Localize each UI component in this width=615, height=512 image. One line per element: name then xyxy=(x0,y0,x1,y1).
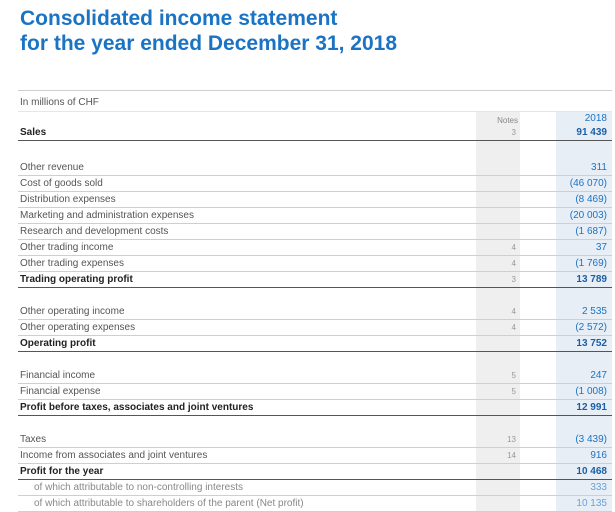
statement-row: Research and development costs (1 687) xyxy=(18,224,612,240)
row-value: 333 xyxy=(590,482,607,493)
year-column-header: 2018 xyxy=(584,113,607,124)
statement-row: Financial expense 5 (1 008) xyxy=(18,384,612,400)
row-note: 4 xyxy=(511,307,516,316)
row-value: 916 xyxy=(590,450,607,461)
statement-row: Distribution expenses (8 469) xyxy=(18,192,612,208)
statement-row: Income from associates and joint venture… xyxy=(18,448,612,464)
row-label: Other operating expenses xyxy=(20,322,136,333)
statement-row: Marketing and administration expenses (20… xyxy=(18,208,612,224)
row-label: Trading operating profit xyxy=(20,274,133,285)
row-label: Profit before taxes, associates and join… xyxy=(20,402,254,413)
row-note: 3 xyxy=(511,275,516,284)
row-value: (2 572) xyxy=(575,322,607,333)
row-label: Other trading expenses xyxy=(20,258,124,269)
statement-row: Other operating income 4 2 535 xyxy=(18,304,612,320)
units-label: In millions of CHF xyxy=(20,97,99,108)
row-label: Taxes xyxy=(20,434,47,445)
row-note: 4 xyxy=(511,259,516,268)
row-value: 91 439 xyxy=(576,127,607,138)
value-column-band xyxy=(556,112,612,512)
row-label: Other revenue xyxy=(20,162,84,173)
row-value: (46 070) xyxy=(569,178,607,189)
row-value: (1 687) xyxy=(575,226,607,237)
row-label: Research and development costs xyxy=(20,226,169,237)
row-value: 13 789 xyxy=(576,274,607,285)
row-label: Marketing and administration expenses xyxy=(20,210,194,221)
notes-column-band xyxy=(476,112,520,512)
statement-row: Other trading income 4 37 xyxy=(18,240,612,256)
row-value: 311 xyxy=(591,162,607,173)
row-value: (1 008) xyxy=(575,386,607,397)
row-note: 4 xyxy=(511,323,516,332)
statement-row: Sales 3 91 439 xyxy=(18,125,612,141)
row-value: 10 135 xyxy=(576,498,607,509)
row-label: of which attributable to shareholders of… xyxy=(34,498,304,509)
statement-row: Other revenue 311 xyxy=(18,160,612,176)
row-value: 13 752 xyxy=(576,338,607,349)
row-value: 12 991 xyxy=(576,402,607,413)
row-label: Other operating income xyxy=(20,306,125,317)
row-label: Financial expense xyxy=(20,386,101,397)
statement-row: Other operating expenses 4 (2 572) xyxy=(18,320,612,336)
statement-row: Profit for the year 10 468 xyxy=(18,464,612,480)
row-value: 10 468 xyxy=(576,466,607,477)
row-value: (20 003) xyxy=(569,210,607,221)
statement-row: Financial income 5 247 xyxy=(18,368,612,384)
row-value: 37 xyxy=(595,242,607,253)
row-label: Financial income xyxy=(20,370,96,381)
statement-title: Consolidated income statement for the ye… xyxy=(20,6,397,56)
statement-row: of which attributable to non-controlling… xyxy=(18,480,612,496)
statement-row: Cost of goods sold (46 070) xyxy=(18,176,612,192)
row-label: Distribution expenses xyxy=(20,194,116,205)
row-label: Profit for the year xyxy=(20,466,104,477)
top-rule xyxy=(18,90,612,91)
row-note: 5 xyxy=(511,371,516,380)
row-label: of which attributable to non-controlling… xyxy=(34,482,244,493)
row-label: Operating profit xyxy=(20,338,96,349)
statement-row: Trading operating profit 3 13 789 xyxy=(18,272,612,288)
statement-row: Operating profit 13 752 xyxy=(18,336,612,352)
row-note: 5 xyxy=(511,387,516,396)
statement-row: Other trading expenses 4 (1 769) xyxy=(18,256,612,272)
row-label: Sales xyxy=(20,127,47,138)
notes-column-header: Notes xyxy=(497,116,518,125)
row-note: 4 xyxy=(511,243,516,252)
row-value: 2 535 xyxy=(581,306,607,317)
row-label: Income from associates and joint venture… xyxy=(20,450,208,461)
statement-row: Taxes 13 (3 439) xyxy=(18,432,612,448)
row-value: (3 439) xyxy=(575,434,607,445)
statement-row: of which attributable to shareholders of… xyxy=(18,496,612,512)
row-value: (8 469) xyxy=(575,194,607,205)
row-note: 14 xyxy=(507,451,516,460)
row-label: Other trading income xyxy=(20,242,114,253)
row-label: Cost of goods sold xyxy=(20,178,103,189)
statement-title-line1: Consolidated income statement xyxy=(20,7,338,30)
row-note: 13 xyxy=(507,435,516,444)
row-value: (1 769) xyxy=(575,258,607,269)
row-note: 3 xyxy=(511,128,516,137)
row-value: 247 xyxy=(590,370,607,381)
statement-row: Profit before taxes, associates and join… xyxy=(18,400,612,416)
units-rule xyxy=(18,111,612,112)
statement-title-line2: for the year ended December 31, 2018 xyxy=(20,32,398,55)
